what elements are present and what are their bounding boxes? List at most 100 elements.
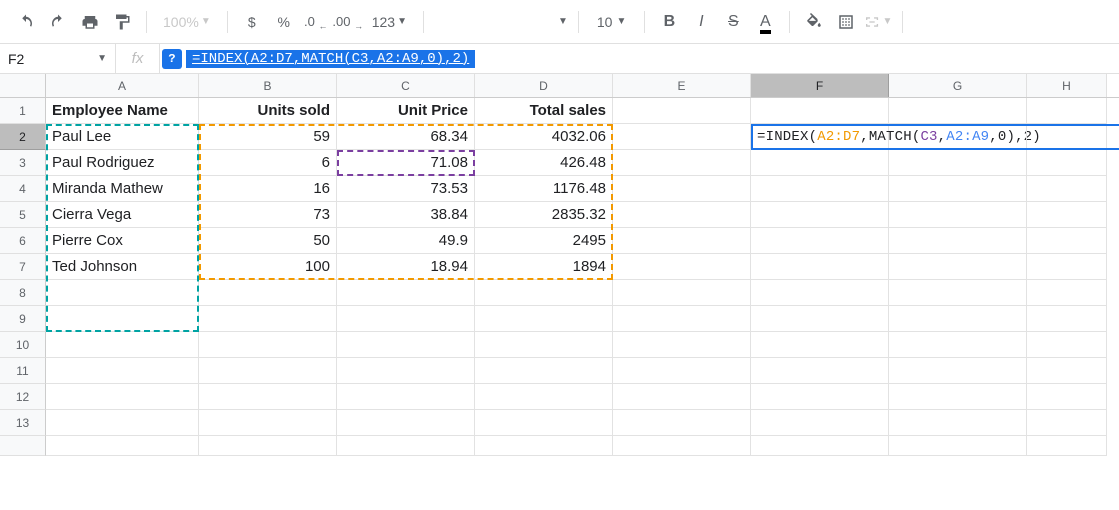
cell-G1[interactable] [889,98,1027,124]
cell-G11[interactable] [889,358,1027,384]
cell-H3[interactable] [1027,150,1107,176]
cell-H14[interactable] [1027,436,1107,456]
fill-color-button[interactable] [800,8,828,36]
cell-A4[interactable]: Miranda Mathew [46,176,199,202]
text-color-button[interactable]: A [751,8,779,36]
row-header-8[interactable]: 8 [0,280,46,306]
cell-C2[interactable]: 68.34 [337,124,475,150]
cell-F13[interactable] [751,410,889,436]
cell-D5[interactable]: 2835.32 [475,202,613,228]
cell-H6[interactable] [1027,228,1107,254]
bold-button[interactable]: B [655,8,683,36]
borders-button[interactable] [832,8,860,36]
paint-format-button[interactable] [108,8,136,36]
cell-E6[interactable] [613,228,751,254]
cell-D10[interactable] [475,332,613,358]
cell-A9[interactable] [46,306,199,332]
cell-B10[interactable] [199,332,337,358]
row-header-9[interactable]: 9 [0,306,46,332]
cell-G3[interactable] [889,150,1027,176]
row-header-3[interactable]: 3 [0,150,46,176]
select-all-corner[interactable] [0,74,46,97]
increase-decimal-button[interactable]: .00 → [334,8,362,36]
cell-D8[interactable] [475,280,613,306]
print-button[interactable] [76,8,104,36]
cell-F6[interactable] [751,228,889,254]
name-box[interactable]: F2 ▼ [0,44,116,73]
cell-C9[interactable] [337,306,475,332]
cell-C8[interactable] [337,280,475,306]
row-header-1[interactable]: 1 [0,98,46,124]
col-header-H[interactable]: H [1027,74,1107,97]
cell-A14[interactable] [46,436,199,456]
cell-G10[interactable] [889,332,1027,358]
col-header-B[interactable]: B [199,74,337,97]
cell-E10[interactable] [613,332,751,358]
cell-F14[interactable] [751,436,889,456]
row-header-7[interactable]: 7 [0,254,46,280]
cell-D6[interactable]: 2495 [475,228,613,254]
cell-D4[interactable]: 1176.48 [475,176,613,202]
cell-E2[interactable] [613,124,751,150]
cell-E5[interactable] [613,202,751,228]
cell-G14[interactable] [889,436,1027,456]
cell-H9[interactable] [1027,306,1107,332]
cell-E4[interactable] [613,176,751,202]
cell-D3[interactable]: 426.48 [475,150,613,176]
cell-B6[interactable]: 50 [199,228,337,254]
formula-bar[interactable]: ? =INDEX(A2:D7,MATCH(C3,A2:A9,0),2) [160,44,1119,73]
cell-A5[interactable]: Cierra Vega [46,202,199,228]
cell-A2[interactable]: Paul Lee [46,124,199,150]
cell-H10[interactable] [1027,332,1107,358]
col-header-D[interactable]: D [475,74,613,97]
italic-button[interactable]: I [687,8,715,36]
chevron-down-icon[interactable]: ▼ [558,16,568,27]
col-header-C[interactable]: C [337,74,475,97]
cell-C12[interactable] [337,384,475,410]
cell-H8[interactable] [1027,280,1107,306]
cell-G6[interactable] [889,228,1027,254]
strikethrough-button[interactable]: S [719,8,747,36]
cell-F10[interactable] [751,332,889,358]
cell-E3[interactable] [613,150,751,176]
redo-button[interactable] [44,8,72,36]
cell-F1[interactable] [751,98,889,124]
cell-A6[interactable]: Pierre Cox [46,228,199,254]
cell-E13[interactable] [613,410,751,436]
cell-B7[interactable]: 100 [199,254,337,280]
cell-D1[interactable]: Total sales [475,98,613,124]
cell-G12[interactable] [889,384,1027,410]
cell-A8[interactable] [46,280,199,306]
row-header-13[interactable]: 13 [0,410,46,436]
row-header-12[interactable]: 12 [0,384,46,410]
cell-E9[interactable] [613,306,751,332]
row-header-14[interactable] [0,436,46,456]
cell-H12[interactable] [1027,384,1107,410]
row-header-5[interactable]: 5 [0,202,46,228]
cell-B3[interactable]: 6 [199,150,337,176]
zoom-selector[interactable]: 100% ▼ [157,14,217,30]
cell-G5[interactable] [889,202,1027,228]
cell-B2[interactable]: 59 [199,124,337,150]
cell-B14[interactable] [199,436,337,456]
col-header-G[interactable]: G [889,74,1027,97]
cell-C1[interactable]: Unit Price [337,98,475,124]
cell-E8[interactable] [613,280,751,306]
cell-C10[interactable] [337,332,475,358]
cell-F12[interactable] [751,384,889,410]
cell-G9[interactable] [889,306,1027,332]
cell-C7[interactable]: 18.94 [337,254,475,280]
cell-E11[interactable] [613,358,751,384]
cell-H1[interactable] [1027,98,1107,124]
cell-H11[interactable] [1027,358,1107,384]
cell-C14[interactable] [337,436,475,456]
cell-C4[interactable]: 73.53 [337,176,475,202]
cell-B12[interactable] [199,384,337,410]
row-header-4[interactable]: 4 [0,176,46,202]
cell-C11[interactable] [337,358,475,384]
currency-button[interactable]: $ [238,8,266,36]
cell-A3[interactable]: Paul Rodriguez [46,150,199,176]
cell-B4[interactable]: 16 [199,176,337,202]
cell-C3[interactable]: 71.08 [337,150,475,176]
cell-H4[interactable] [1027,176,1107,202]
